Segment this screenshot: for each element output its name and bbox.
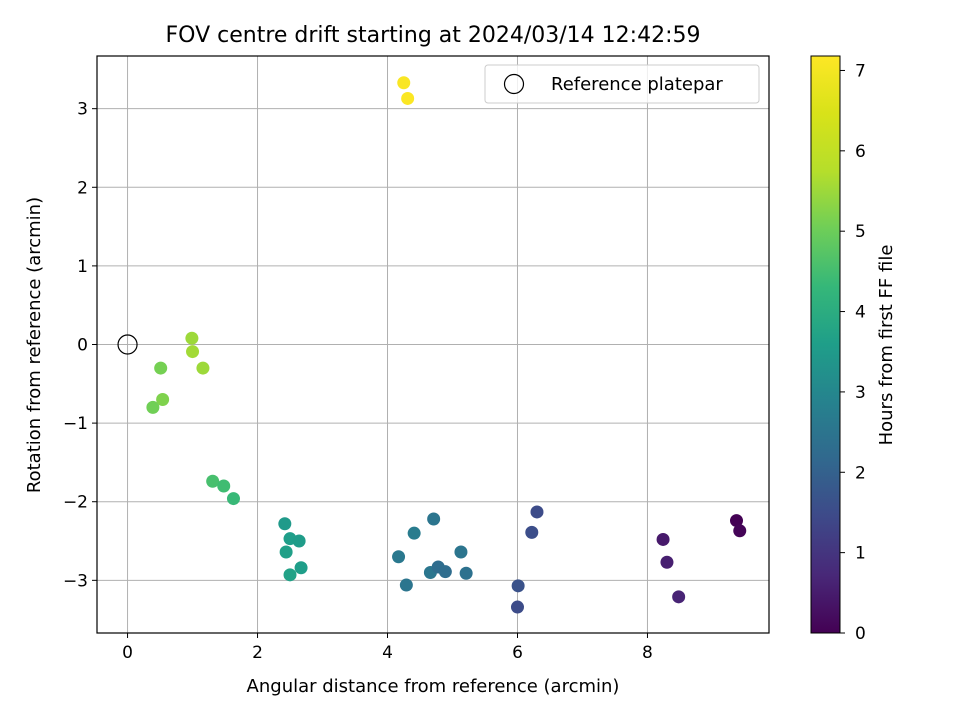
data-point [511, 579, 525, 593]
data-point [226, 492, 240, 506]
y-tick-label: −2 [63, 493, 88, 513]
x-tick-label: 2 [252, 643, 263, 663]
x-axis-label: Angular distance from reference (arcmin) [247, 676, 620, 697]
legend-box [484, 64, 760, 104]
data-point [401, 91, 415, 105]
colorbar-tick-label: 4 [855, 303, 866, 323]
colorbar-tick-label: 1 [855, 544, 866, 564]
legend: Reference platepar [484, 64, 760, 104]
colorbar-tick-label: 2 [855, 463, 866, 483]
x-tick-label: 4 [382, 643, 393, 663]
colorbar-gradient [810, 55, 841, 634]
data-point [454, 545, 468, 559]
y-tick-label: 1 [77, 257, 88, 277]
data-point [407, 526, 421, 540]
x-tick-label: 0 [122, 643, 133, 663]
data-point [660, 555, 674, 569]
data-point [399, 578, 413, 592]
data-points [117, 76, 747, 614]
data-point [206, 474, 220, 488]
data-point [278, 517, 292, 531]
colorbar-tick-label: 3 [855, 383, 866, 403]
data-point [656, 532, 670, 546]
x-tick-label: 8 [642, 643, 653, 663]
data-point [510, 600, 524, 614]
y-tick-label: −1 [63, 414, 88, 434]
y-tick-label: 0 [77, 336, 88, 356]
x-tick-label: 6 [512, 643, 523, 663]
reference-point-marker [117, 334, 138, 355]
data-point [397, 76, 411, 90]
data-point [427, 512, 441, 526]
grid-lines [97, 56, 769, 633]
x-axis-ticks: 0 2 4 6 8 [122, 633, 653, 663]
data-point [217, 479, 231, 493]
colorbar-label: Hours from first FF file [876, 245, 897, 446]
data-point [292, 534, 306, 548]
colorbar: 0 1 2 3 4 5 6 7 Hours from first FF file [810, 55, 897, 644]
data-point [459, 566, 473, 580]
colorbar-tick-label: 7 [855, 61, 866, 81]
data-point [196, 361, 210, 375]
y-axis-label: Rotation from reference (arcmin) [24, 197, 45, 493]
data-point [186, 345, 200, 359]
data-point [525, 525, 539, 539]
data-point [294, 561, 308, 575]
colorbar-tick-label: 0 [855, 624, 866, 644]
y-tick-label: 3 [77, 100, 88, 120]
data-point [146, 400, 160, 414]
y-tick-label: 2 [77, 178, 88, 198]
data-point [283, 568, 297, 582]
legend-entry-reference-platepar: Reference platepar [551, 74, 723, 95]
legend-marker-hollow-circle [503, 73, 525, 95]
colorbar-tick-label: 5 [855, 222, 866, 242]
data-point [733, 524, 747, 538]
y-tick-label: −3 [63, 571, 88, 591]
y-axis-ticks: −3 −2 −1 0 1 2 3 [63, 100, 97, 591]
data-point [672, 590, 686, 604]
data-point [530, 505, 544, 519]
colorbar-tick-label: 6 [855, 142, 866, 162]
data-point [438, 565, 452, 579]
data-point [185, 331, 199, 345]
chart-title: FOV centre drift starting at 2024/03/14 … [166, 23, 701, 48]
data-point [154, 361, 168, 375]
data-point [279, 545, 293, 559]
data-point [156, 393, 170, 407]
data-point [730, 514, 744, 528]
colorbar-ticks: 0 1 2 3 4 5 6 7 [840, 61, 866, 644]
data-point [392, 550, 406, 564]
